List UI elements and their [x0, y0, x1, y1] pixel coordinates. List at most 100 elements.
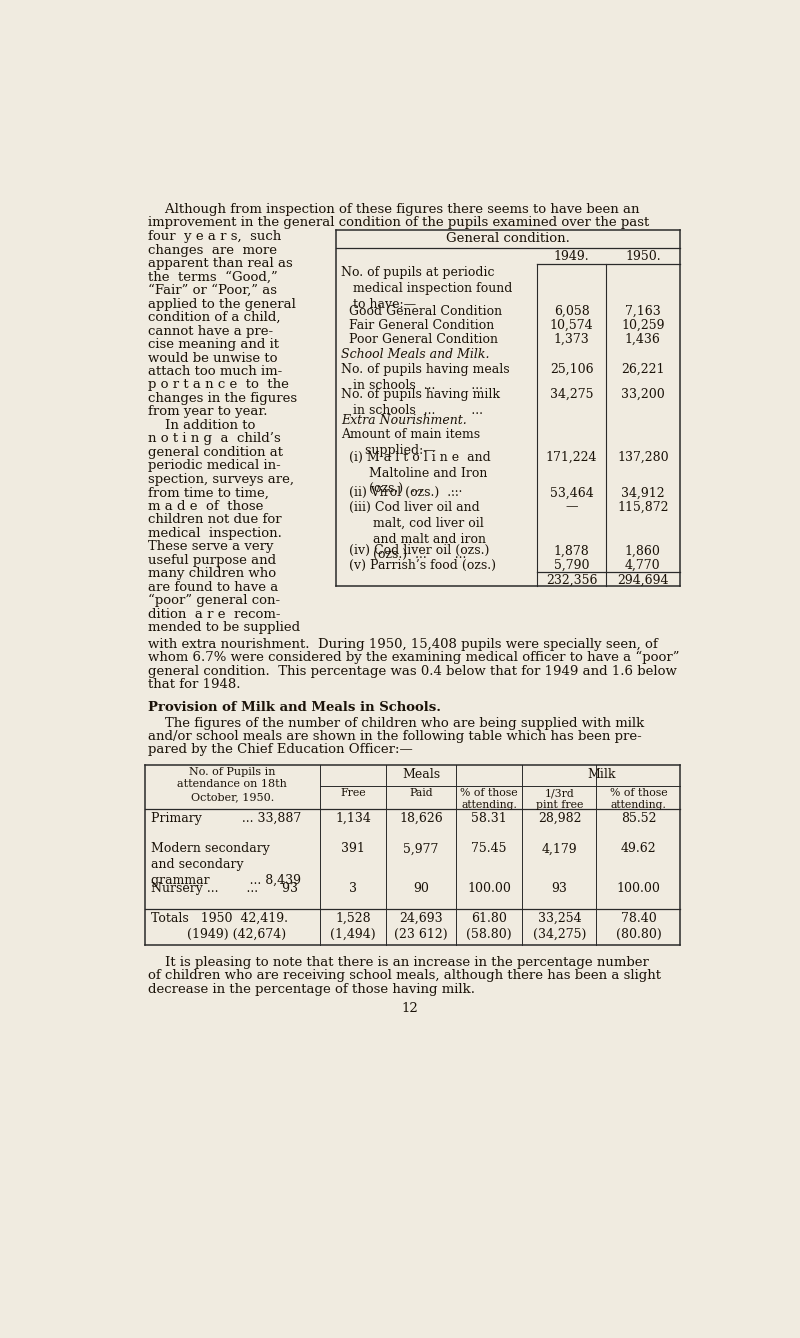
Text: % of those
attending.: % of those attending.	[610, 788, 667, 809]
Text: 171,224: 171,224	[546, 451, 598, 464]
Text: School Meals and Milk.: School Meals and Milk.	[341, 348, 490, 361]
Text: of children who are receiving school meals, although there has been a slight: of children who are receiving school mea…	[148, 969, 661, 982]
Text: children not due for: children not due for	[148, 514, 282, 526]
Text: (iv) Cod liver oil (ozs.): (iv) Cod liver oil (ozs.)	[341, 545, 490, 558]
Text: 12: 12	[402, 1002, 418, 1016]
Text: many children who: many children who	[148, 567, 276, 581]
Text: These serve a very: These serve a very	[148, 541, 274, 553]
Text: Totals   1950  42,419.
         (1949) (42,674): Totals 1950 42,419. (1949) (42,674)	[151, 911, 288, 941]
Text: 137,280: 137,280	[617, 451, 669, 464]
Text: Free: Free	[340, 788, 366, 799]
Text: whom 6.7% were considered by the examining medical officer to have a “poor”: whom 6.7% were considered by the examini…	[148, 652, 679, 664]
Text: useful purpose and: useful purpose and	[148, 554, 276, 567]
Text: 75.45: 75.45	[471, 843, 506, 855]
Text: changes in the figures: changes in the figures	[148, 392, 297, 405]
Text: Meals: Meals	[402, 768, 440, 780]
Text: 4,179: 4,179	[542, 843, 578, 855]
Text: 25,106: 25,106	[550, 363, 594, 376]
Text: the  terms  “Good,”: the terms “Good,”	[148, 270, 278, 284]
Text: would be unwise to: would be unwise to	[148, 352, 278, 364]
Text: 10,574: 10,574	[550, 318, 594, 332]
Text: 33,200: 33,200	[621, 388, 665, 401]
Text: Poor General Condition: Poor General Condition	[341, 333, 498, 347]
Text: 28,982: 28,982	[538, 812, 581, 824]
Text: Although from inspection of these figures there seems to have been an: Although from inspection of these figure…	[148, 203, 639, 215]
Text: 100.00: 100.00	[617, 883, 660, 895]
Text: 58.31: 58.31	[471, 812, 507, 824]
Text: 1,878: 1,878	[554, 545, 590, 558]
Text: No. of pupils at periodic
   medical inspection found
   to have:—: No. of pupils at periodic medical inspec…	[341, 266, 513, 310]
Text: (i) M a l t o l i n e  and
       Maltoline and Iron
       (ozs.)  ...       ..: (i) M a l t o l i n e and Maltoline and …	[341, 451, 490, 496]
Text: 93: 93	[551, 883, 567, 895]
Text: attach too much im-: attach too much im-	[148, 365, 282, 379]
Text: 10,259: 10,259	[621, 318, 665, 332]
Text: 49.62: 49.62	[621, 843, 656, 855]
Text: 1,373: 1,373	[554, 333, 590, 347]
Text: “Fair” or “Poor,” as: “Fair” or “Poor,” as	[148, 284, 277, 297]
Text: 34,912: 34,912	[621, 486, 665, 499]
Text: It is pleasing to note that there is an increase in the percentage number: It is pleasing to note that there is an …	[148, 955, 649, 969]
Text: 294,694: 294,694	[617, 574, 669, 587]
Text: 78.40
(80.80): 78.40 (80.80)	[615, 911, 662, 941]
Text: spection, surveys are,: spection, surveys are,	[148, 472, 294, 486]
Text: and/or school meals are shown in the following table which has been pre-: and/or school meals are shown in the fol…	[148, 731, 642, 743]
Text: pared by the Chief Education Officer:—: pared by the Chief Education Officer:—	[148, 744, 413, 756]
Text: 1,860: 1,860	[625, 545, 661, 558]
Text: 24,693
(23 612): 24,693 (23 612)	[394, 911, 448, 941]
Text: 5,790: 5,790	[554, 559, 590, 571]
Text: 18,626: 18,626	[399, 812, 443, 824]
Text: 391: 391	[341, 843, 365, 855]
Text: (iii) Cod liver oil and
        malt, cod liver oil
        and malt and iron
  : (iii) Cod liver oil and malt, cod liver …	[341, 500, 486, 562]
Text: general condition.  This percentage was 0.4 below that for 1949 and 1.6 below: general condition. This percentage was 0…	[148, 665, 677, 677]
Text: —: —	[566, 500, 578, 514]
Text: Nursery ...       ...      93: Nursery ... ... 93	[151, 883, 298, 895]
Text: that for 1948.: that for 1948.	[148, 678, 241, 690]
Text: Primary          ... 33,887: Primary ... 33,887	[151, 812, 302, 824]
Text: changes  are  more: changes are more	[148, 244, 277, 257]
Text: Paid: Paid	[410, 788, 433, 799]
Text: medical  inspection.: medical inspection.	[148, 527, 282, 539]
Text: 90: 90	[413, 883, 429, 895]
Text: Good General Condition: Good General Condition	[341, 305, 502, 317]
Text: from year to year.: from year to year.	[148, 405, 267, 419]
Text: 1,134: 1,134	[335, 812, 371, 824]
Text: 7,163: 7,163	[625, 305, 661, 317]
Text: (v) Parrish’s food (ozs.): (v) Parrish’s food (ozs.)	[341, 559, 496, 571]
Text: 34,275: 34,275	[550, 388, 594, 401]
Text: 26,221: 26,221	[621, 363, 665, 376]
Text: % of those
attending.: % of those attending.	[460, 788, 518, 809]
Text: 115,872: 115,872	[617, 500, 669, 514]
Text: 1,436: 1,436	[625, 333, 661, 347]
Text: 100.00: 100.00	[467, 883, 511, 895]
Text: Modern secondary
and secondary
grammar          ... 8,439: Modern secondary and secondary grammar .…	[151, 843, 301, 887]
Text: 1949.: 1949.	[554, 250, 590, 262]
Text: 6,058: 6,058	[554, 305, 590, 317]
Text: n o t i n g  a  child’s: n o t i n g a child’s	[148, 432, 281, 446]
Text: General condition.: General condition.	[446, 233, 570, 245]
Text: apparent than real as: apparent than real as	[148, 257, 293, 270]
Text: (ii) Virol (ozs.)  ...: (ii) Virol (ozs.) ...	[341, 486, 459, 499]
Text: mended to be supplied: mended to be supplied	[148, 621, 300, 634]
Text: cannot have a pre-: cannot have a pre-	[148, 325, 273, 337]
Text: No. of pupils having milk
   in schools  ...         ...: No. of pupils having milk in schools ...…	[341, 388, 500, 417]
Text: No. of Pupils in
attendance on 18th
October, 1950.: No. of Pupils in attendance on 18th Octo…	[178, 767, 287, 801]
Text: 1/3rd
pint free: 1/3rd pint free	[536, 788, 583, 809]
Text: Amount of main items
      supplied:—: Amount of main items supplied:—	[341, 428, 480, 456]
Text: four  y e a r s,  such: four y e a r s, such	[148, 230, 282, 244]
Text: improvement in the general condition of the pupils examined over the past: improvement in the general condition of …	[148, 217, 650, 229]
Text: 232,356: 232,356	[546, 574, 598, 587]
Text: Extra Nourishment.: Extra Nourishment.	[341, 413, 466, 427]
Text: 53,464: 53,464	[550, 486, 594, 499]
Text: 4,770: 4,770	[625, 559, 661, 571]
Text: In addition to: In addition to	[148, 419, 255, 432]
Text: 5,977: 5,977	[403, 843, 438, 855]
Text: with extra nourishment.  During 1950, 15,408 pupils were specially seen, of: with extra nourishment. During 1950, 15,…	[148, 638, 658, 650]
Text: 61.80
(58.80): 61.80 (58.80)	[466, 911, 512, 941]
Text: m a d e  of  those: m a d e of those	[148, 500, 263, 512]
Text: 1950.: 1950.	[625, 250, 661, 262]
Text: “poor” general con-: “poor” general con-	[148, 594, 280, 607]
Text: applied to the general: applied to the general	[148, 297, 296, 310]
Text: 1,528
(1,494): 1,528 (1,494)	[330, 911, 376, 941]
Text: decrease in the percentage of those having milk.: decrease in the percentage of those havi…	[148, 982, 475, 995]
Text: periodic medical in-: periodic medical in-	[148, 459, 281, 472]
